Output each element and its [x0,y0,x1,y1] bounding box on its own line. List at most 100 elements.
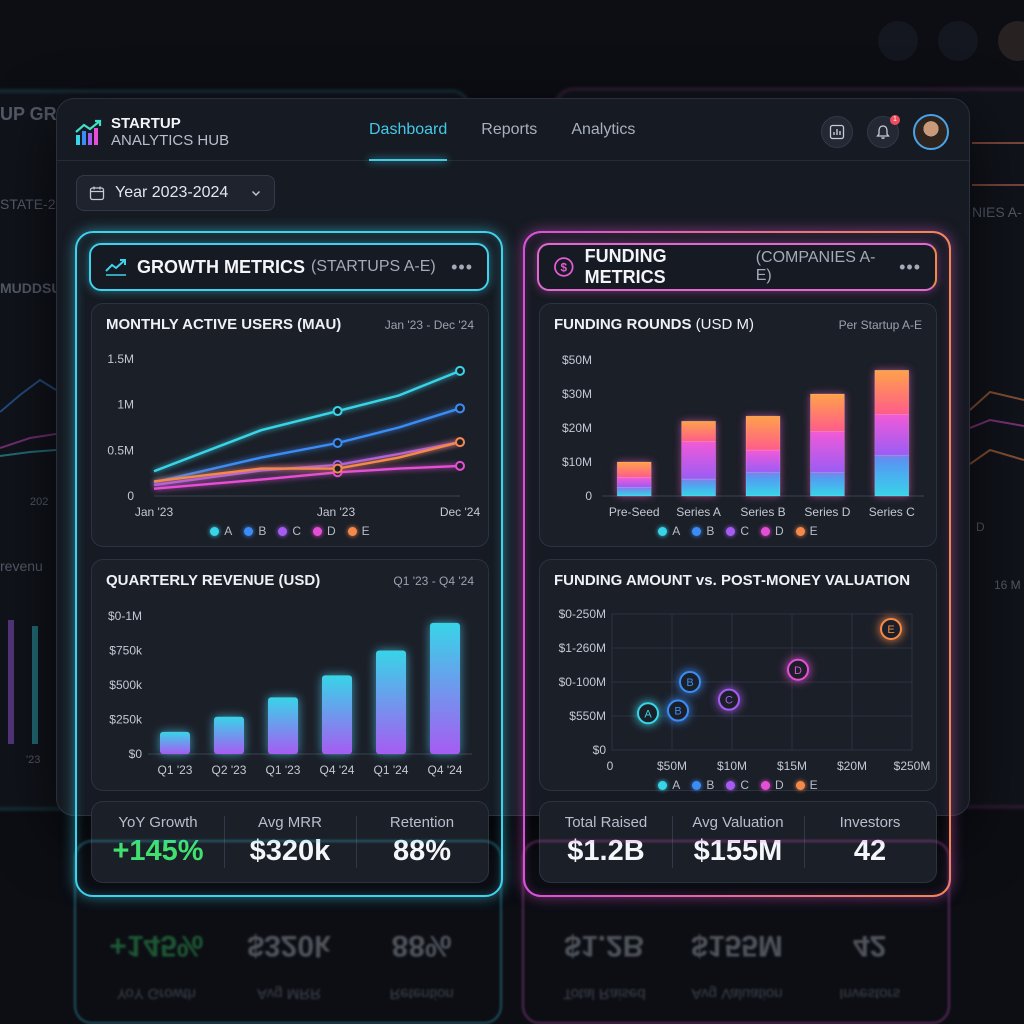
background-subtitle-right: NIES A- [972,204,1022,220]
data-point-a [332,406,343,417]
funding-rounds-card: FUNDING ROUNDS (USD M) Per Startup A-E 0… [539,303,937,547]
legend-swatch [761,781,770,790]
scatter-chart-title: FUNDING AMOUNT vs. POST-MONEY VALUATION [554,572,911,589]
legend-item-b: B [244,524,266,538]
background-avatar [998,21,1024,61]
funding-metrics-title: FUNDING METRICS [584,246,667,287]
funding-bar-segment-a [616,487,652,497]
y-tick-label: $0-100M [559,675,606,689]
scatter-point-e [880,617,902,640]
stat-avg-mrr: Avg MRR $320k [224,802,356,882]
legend-item-a: A [658,524,680,538]
funding-bar-segment-b [810,431,845,473]
funding-rounds-range: Per Startup A-E [838,318,922,332]
background-revenue-label: revenu [0,558,43,574]
funding-bar-segment-c [810,393,845,432]
x-tick-label: Jan '23 [135,505,174,519]
scatter-point-label: D [794,665,802,677]
x-tick-label: $50M [657,759,687,773]
y-tick-label: $0 [129,747,143,761]
user-avatar[interactable] [913,114,949,150]
revenue-bar-chart: $0 $250k $500k $750k $0-1M Q1 '23 Q2 '23 Q1 '23… [108,609,472,777]
growth-stats-row: YoY Growth +145% Avg MRR $320k Retention… [91,801,489,883]
stat-label: Total Raised [564,814,648,831]
legend-item-b: B [692,778,714,792]
y-tick-label: $550M [569,709,606,723]
reflection-growth-values: +145% $320k 88% [90,928,488,962]
stat-yoy-growth: YoY Growth +145% [92,802,224,882]
revenue-bar [322,675,352,754]
year-filter-value: Year 2023-2024 [115,184,229,201]
growth-more-menu[interactable]: ••• [451,256,473,277]
x-tick-label: Jan '23 [317,505,356,519]
x-tick-label: 0 [607,759,614,773]
stat-avg-valuation: Avg Valuation $155M [672,802,804,882]
x-tick-label: Series D [804,505,850,519]
funding-bar-segment-a [810,471,845,497]
y-tick-label: $30M [562,387,592,401]
scatter-point-b [667,699,689,722]
legend-item-d: D [761,524,784,538]
y-tick-label: $750k [109,644,143,658]
stat-investors: Investors 42 [804,802,936,882]
legend-swatch [278,527,288,536]
legend-swatch [692,527,702,536]
legend-item-d: D [313,524,336,538]
scatter-chart-card: FUNDING AMOUNT vs. POST-MONEY VALUATION … [539,559,937,792]
chart-report-button[interactable] [821,116,853,148]
reflection-label: Investors [839,985,901,1002]
notification-badge: 1 [890,115,900,125]
x-tick-label: Q4 '24 [428,763,463,777]
x-tick-label: Q4 '24 [320,763,355,777]
background-label: MUDDSU [0,280,62,296]
app-logo[interactable]: STARTUP ANALYTICS HUB [75,115,229,149]
background-tick-right: D [976,520,985,534]
legend-item-c: C [278,524,301,538]
funding-bar-segment-a [874,454,910,497]
chevron-down-icon [252,191,260,196]
x-tick-label: Q1 '24 [374,763,409,777]
svg-text:$: $ [561,261,568,274]
funding-bar-segment-c [616,461,652,478]
nav-reports[interactable]: Reports [481,121,538,138]
x-tick-label: $20M [837,759,867,773]
funding-bar-segment-b [681,441,716,480]
legend-item-d: D [761,778,784,792]
revenue-chart-card: QUARTERLY REVENUE (USD) Q1 '23 - Q4 '24 … [91,559,489,791]
scatter-point-a [637,702,659,725]
scatter-point-c [718,688,740,711]
reflection-label: Avg MRR [257,985,321,1002]
funding-bar-segment-a [681,478,716,497]
background-bar-chart [8,620,38,744]
data-point-b [455,403,465,414]
background-tick: '23 [26,754,41,766]
nav-analytics[interactable]: Analytics [571,121,636,138]
funding-rounds-title-text: FUNDING ROUNDS [554,316,692,333]
background-bell-icon [938,21,978,61]
legend-item-c: C [726,524,749,538]
nav-dashboard[interactable]: Dashboard [369,99,448,161]
scatter-point-label: A [644,708,652,720]
legend-item-a: A [658,778,680,792]
stat-label: Avg MRR [258,814,322,831]
legend-swatch [761,527,770,536]
legend-swatch [244,527,254,536]
legend-swatch [692,781,702,790]
x-tick-label: Q1 '23 [158,763,193,777]
growth-metrics-subtitle: (STARTUPS A-E) [311,258,436,275]
funding-more-menu[interactable]: ••• [899,256,921,277]
legend-swatch [726,527,736,536]
legend-swatch [658,781,668,790]
reflection-label: Avg Valuation [691,985,783,1002]
revenue-bar [430,622,460,754]
y-tick-label: $0 [593,743,607,757]
revenue-bar [160,731,190,754]
notifications-button[interactable]: 1 [867,115,900,148]
legend-item-e: E [795,524,818,538]
funding-bar-segment-c [681,420,716,442]
year-filter-select[interactable]: Year 2023-2024 [76,175,275,211]
data-point-d [455,460,465,471]
